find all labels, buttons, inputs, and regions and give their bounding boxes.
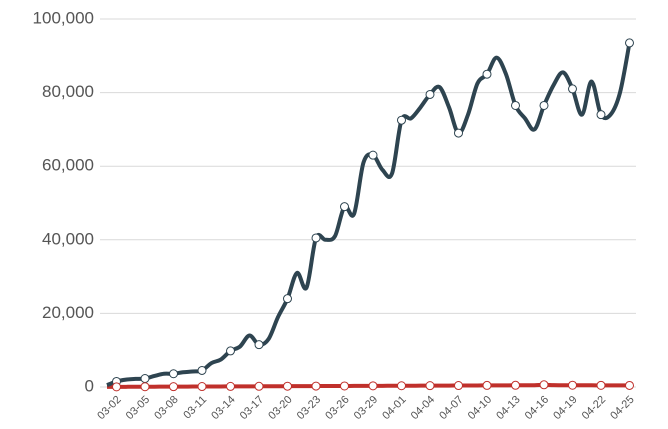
x-tick-label: 03-11 bbox=[181, 394, 209, 422]
point-marker bbox=[340, 381, 349, 391]
x-tick-label: 03-29 bbox=[352, 394, 380, 422]
x-tick-label: 04-25 bbox=[608, 394, 636, 422]
point-marker bbox=[140, 382, 150, 392]
point-marker bbox=[254, 381, 264, 391]
series-line bbox=[106, 42, 632, 388]
point-marker bbox=[112, 382, 121, 392]
point-marker bbox=[283, 381, 292, 391]
x-tick-label: 04-13 bbox=[494, 394, 522, 422]
point-marker bbox=[397, 381, 406, 391]
point-marker bbox=[311, 381, 321, 391]
point-marker bbox=[625, 380, 634, 390]
x-tick-label: 03-08 bbox=[152, 394, 180, 422]
series-line bbox=[106, 382, 630, 389]
y-tick-label: 40,000 bbox=[42, 229, 94, 248]
x-tick-label: 03-05 bbox=[124, 394, 152, 422]
y-tick-label: 80,000 bbox=[42, 82, 94, 101]
point-marker bbox=[596, 380, 606, 390]
point-marker bbox=[197, 382, 207, 392]
y-tick-label: 0 bbox=[85, 376, 94, 395]
x-tick-label: 03-20 bbox=[266, 394, 294, 422]
point-marker bbox=[482, 69, 492, 79]
y-tick-label: 60,000 bbox=[42, 156, 94, 175]
y-tick-label: 100,000 bbox=[33, 8, 94, 27]
x-tick-label: 04-07 bbox=[437, 394, 465, 422]
point-marker bbox=[539, 100, 549, 110]
x-tick-label: 04-01 bbox=[380, 394, 408, 422]
point-marker bbox=[454, 381, 463, 391]
point-marker bbox=[539, 380, 549, 390]
y-tick-label: 20,000 bbox=[42, 303, 94, 322]
point-marker bbox=[226, 346, 235, 356]
point-marker bbox=[425, 381, 435, 391]
point-marker bbox=[368, 381, 378, 391]
point-marker bbox=[226, 381, 235, 391]
x-tick-label: 04-19 bbox=[551, 394, 579, 422]
x-tick-label: 04-10 bbox=[466, 394, 494, 422]
point-marker bbox=[568, 380, 577, 390]
x-tick-label: 03-17 bbox=[238, 394, 266, 422]
point-marker bbox=[311, 233, 321, 243]
point-marker bbox=[568, 84, 577, 94]
point-marker bbox=[425, 89, 435, 99]
point-marker bbox=[254, 340, 264, 350]
point-marker bbox=[397, 115, 406, 125]
x-tick-label: 04-22 bbox=[580, 394, 608, 422]
x-tick-label: 03-26 bbox=[323, 394, 351, 422]
point-marker bbox=[340, 202, 349, 212]
point-marker bbox=[511, 380, 520, 390]
point-marker bbox=[625, 38, 634, 48]
point-marker bbox=[511, 100, 520, 110]
point-marker bbox=[454, 128, 463, 138]
point-marker bbox=[169, 382, 178, 392]
x-tick-label: 03-02 bbox=[95, 394, 123, 422]
point-marker bbox=[140, 374, 150, 384]
point-marker bbox=[197, 365, 207, 375]
point-marker bbox=[169, 369, 178, 379]
x-tick-label: 04-16 bbox=[523, 394, 551, 422]
point-marker bbox=[368, 150, 378, 160]
x-tick-label: 03-23 bbox=[295, 394, 323, 422]
point-marker bbox=[283, 294, 292, 304]
point-marker bbox=[482, 380, 492, 390]
x-tick-label: 04-04 bbox=[409, 394, 437, 422]
point-marker bbox=[596, 110, 606, 120]
x-tick-label: 03-14 bbox=[209, 394, 237, 422]
